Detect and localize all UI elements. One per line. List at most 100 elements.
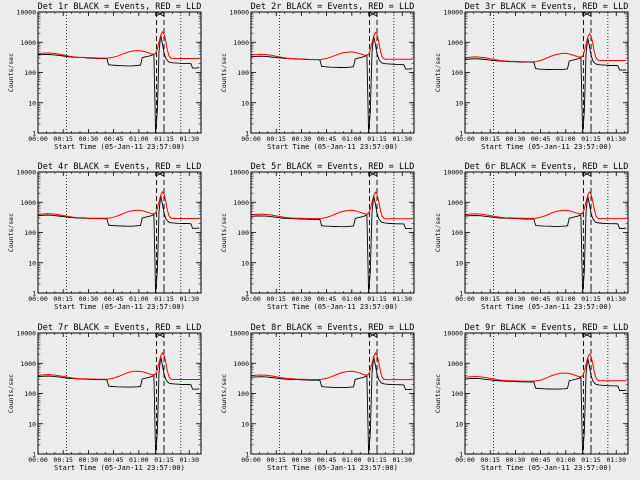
x-tick-label: 01:00 (556, 295, 576, 303)
x-tick-label: 00:15 (53, 295, 73, 303)
time-marker (368, 11, 378, 17)
panel-title: Det 3r BLACK = Events, RED = LLD (465, 2, 629, 12)
x-tick-label: 00:30 (79, 135, 99, 143)
panel-det-9: Det 9r BLACK = Events, RED = LLD 00:00 00:… (434, 323, 629, 472)
y-tick-label: 1000 (20, 199, 36, 207)
x-tick-label: 00:15 (266, 456, 286, 464)
lld-series-line (465, 191, 627, 220)
y-tick-label: 1000 (233, 39, 249, 47)
y-tick-label: 1 (459, 451, 463, 459)
x-tick-label: 00:30 (79, 456, 99, 464)
x-tick-label: 01:15 (581, 295, 601, 303)
x-axis-label: Start Time (05-Jan-11 23:57:00) (54, 303, 185, 311)
x-tick-label: 00:30 (292, 456, 312, 464)
panel-det-5: Det 5r BLACK = Events, RED = LLD 00:00 00:… (220, 162, 415, 311)
x-tick-label: 01:30 (392, 295, 412, 303)
y-tick-label: 1000 (447, 360, 463, 368)
x-axis-label: Start Time (05-Jan-11 23:57:00) (481, 464, 612, 472)
x-axis-label: Start Time (05-Jan-11 23:57:00) (54, 143, 185, 151)
x-axis-label: Start Time (05-Jan-11 23:57:00) (267, 464, 398, 472)
y-axis-label: Counts/sec (220, 53, 228, 92)
y-tick-label: 10000 (16, 9, 36, 17)
y-tick-label: 10000 (443, 169, 463, 177)
y-tick-label: 100 (237, 390, 249, 398)
events-series-line (38, 356, 200, 454)
lld-series-line (251, 31, 413, 60)
y-tick-label: 100 (451, 390, 463, 398)
x-tick-label: 00:00 (28, 295, 48, 303)
x-tick-label: 00:15 (266, 135, 286, 143)
y-axis-label: Counts/sec (7, 374, 15, 413)
time-marker (582, 171, 592, 177)
y-tick-label: 100 (451, 229, 463, 237)
x-tick-label: 00:45 (104, 295, 124, 303)
y-tick-label: 10 (455, 259, 463, 267)
y-tick-label: 10000 (16, 169, 36, 177)
y-tick-label: 1 (245, 451, 249, 459)
panel-det-3: Det 3r BLACK = Events, RED = LLD 00:00 00:… (434, 2, 629, 151)
x-tick-label: 00:00 (241, 135, 261, 143)
lld-series-line (251, 191, 413, 220)
lld-series-line (251, 352, 413, 381)
events-series-line (251, 195, 413, 293)
x-tick-label: 00:00 (455, 135, 475, 143)
panel-grid: Det 1r BLACK = Events, RED = LLD 00:00 00:… (7, 2, 629, 472)
x-tick-label: 01:15 (581, 135, 601, 143)
panel-title: Det 5r BLACK = Events, RED = LLD (251, 162, 415, 172)
x-tick-label: 00:15 (480, 135, 500, 143)
x-tick-label: 00:00 (28, 135, 48, 143)
x-tick-label: 01:00 (342, 456, 362, 464)
x-axis-label: Start Time (05-Jan-11 23:57:00) (267, 303, 398, 311)
x-tick-label: 01:15 (154, 456, 174, 464)
x-tick-label: 01:15 (154, 295, 174, 303)
x-tick-label: 00:00 (241, 456, 261, 464)
time-marker (582, 11, 592, 17)
time-marker (155, 11, 165, 17)
x-tick-label: 00:15 (480, 295, 500, 303)
x-tick-label: 01:00 (342, 135, 362, 143)
panel-det-8: Det 8r BLACK = Events, RED = LLD 00:00 00:… (220, 323, 415, 472)
y-tick-label: 1000 (20, 360, 36, 368)
panel-det-4: Det 4r BLACK = Events, RED = LLD 00:00 00:… (7, 162, 202, 311)
panel-det-7: Det 7r BLACK = Events, RED = LLD 00:00 00:… (7, 323, 202, 472)
x-tick-label: 00:30 (506, 456, 526, 464)
x-tick-label: 01:15 (154, 135, 174, 143)
y-tick-label: 10000 (443, 330, 463, 338)
y-tick-label: 100 (24, 69, 36, 77)
x-tick-label: 00:00 (241, 295, 261, 303)
time-marker (368, 332, 378, 338)
y-tick-label: 1 (32, 290, 36, 298)
y-axis-label: Counts/sec (220, 374, 228, 413)
x-axis-label: Start Time (05-Jan-11 23:57:00) (54, 464, 185, 472)
lld-series-line (38, 190, 200, 219)
panel-det-6: Det 6r BLACK = Events, RED = LLD 00:00 00:… (434, 162, 629, 311)
time-marker (155, 332, 165, 338)
x-tick-label: 01:30 (392, 135, 412, 143)
panel-title: Det 8r BLACK = Events, RED = LLD (251, 323, 415, 333)
panel-title: Det 9r BLACK = Events, RED = LLD (465, 323, 629, 333)
y-tick-label: 10 (28, 99, 36, 107)
time-marker (582, 332, 592, 338)
y-tick-label: 100 (24, 390, 36, 398)
x-tick-label: 01:00 (129, 135, 149, 143)
y-tick-label: 10 (455, 420, 463, 428)
x-tick-label: 00:45 (317, 135, 337, 143)
x-tick-label: 00:45 (531, 295, 551, 303)
y-tick-label: 100 (237, 69, 249, 77)
y-tick-label: 1000 (447, 39, 463, 47)
panel-title: Det 7r BLACK = Events, RED = LLD (38, 323, 202, 333)
events-series-line (465, 357, 627, 454)
panel-det-2: Det 2r BLACK = Events, RED = LLD 00:00 00:… (220, 2, 415, 151)
panel-title: Det 2r BLACK = Events, RED = LLD (251, 2, 415, 12)
x-tick-label: 00:15 (266, 295, 286, 303)
events-series-line (465, 37, 627, 133)
x-tick-label: 00:30 (292, 135, 312, 143)
x-tick-label: 01:00 (129, 295, 149, 303)
panel-title: Det 4r BLACK = Events, RED = LLD (38, 162, 202, 172)
x-tick-label: 00:45 (531, 456, 551, 464)
y-tick-label: 100 (237, 229, 249, 237)
lld-series-line (465, 32, 627, 63)
x-tick-label: 01:15 (367, 295, 387, 303)
y-tick-label: 10 (241, 259, 249, 267)
